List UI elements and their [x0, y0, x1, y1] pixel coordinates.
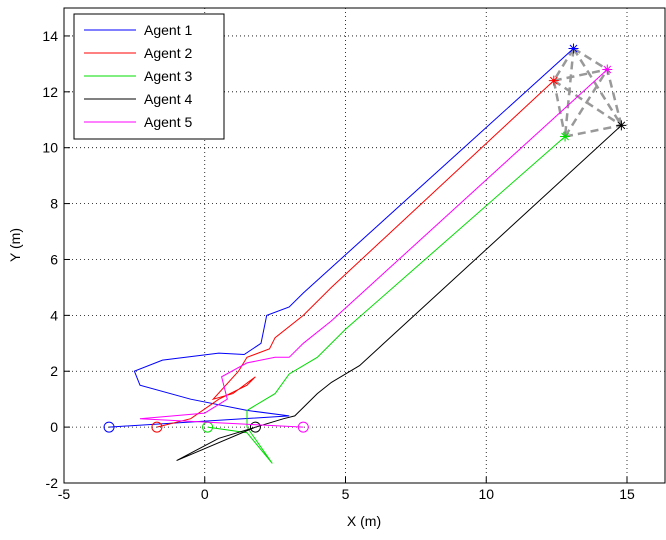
x-tick-label: 0	[201, 486, 209, 502]
y-tick-label: 2	[50, 363, 58, 379]
formation-link	[563, 48, 575, 137]
y-axis-label: Y (m)	[7, 228, 23, 262]
trajectory	[176, 125, 622, 462]
y-tick-label: 4	[50, 307, 58, 323]
end-marker	[548, 75, 559, 86]
legend-label: Agent 3	[144, 68, 192, 84]
y-tick-label: 6	[50, 251, 58, 267]
formation-link	[606, 69, 623, 126]
legend-label: Agent 5	[144, 114, 192, 130]
y-tick-label: 12	[42, 84, 58, 100]
formation-link	[552, 47, 575, 82]
legend: Agent 1 Agent 2 Agent 3 Agent 4 Agent 5	[73, 13, 225, 140]
y-tick-label: -2	[46, 475, 59, 491]
x-axis-label: X (m)	[347, 513, 381, 529]
plot-frame	[63, 7, 666, 484]
legend-label: Agent 4	[144, 91, 192, 107]
legend-label: Agent 2	[144, 45, 192, 61]
y-tick-label: 10	[42, 140, 58, 156]
start-marker	[151, 421, 163, 433]
y-tick-label: 14	[42, 28, 58, 44]
formation-link	[552, 80, 567, 137]
trajectory	[207, 136, 566, 464]
y-tick-label: 8	[50, 196, 58, 212]
trajectory	[156, 80, 555, 428]
x-tick-label: 5	[342, 486, 350, 502]
start-marker	[297, 421, 309, 433]
formation-link	[553, 68, 608, 82]
formation-link	[572, 47, 608, 71]
start-marker	[249, 421, 261, 433]
x-tick-label: 10	[478, 486, 494, 502]
formation-link	[564, 124, 622, 138]
formation-link	[564, 68, 609, 138]
end-marker	[616, 120, 627, 131]
trajectory	[108, 48, 574, 428]
legend-label: Agent 1	[144, 22, 192, 38]
x-tick-label: 15	[619, 486, 635, 502]
end-marker	[560, 131, 571, 142]
end-marker	[602, 64, 613, 75]
end-marker	[568, 43, 579, 54]
start-marker	[103, 421, 115, 433]
y-tick-label: 0	[50, 419, 58, 435]
x-tick-label: -5	[58, 486, 71, 502]
trajectory	[139, 69, 608, 428]
